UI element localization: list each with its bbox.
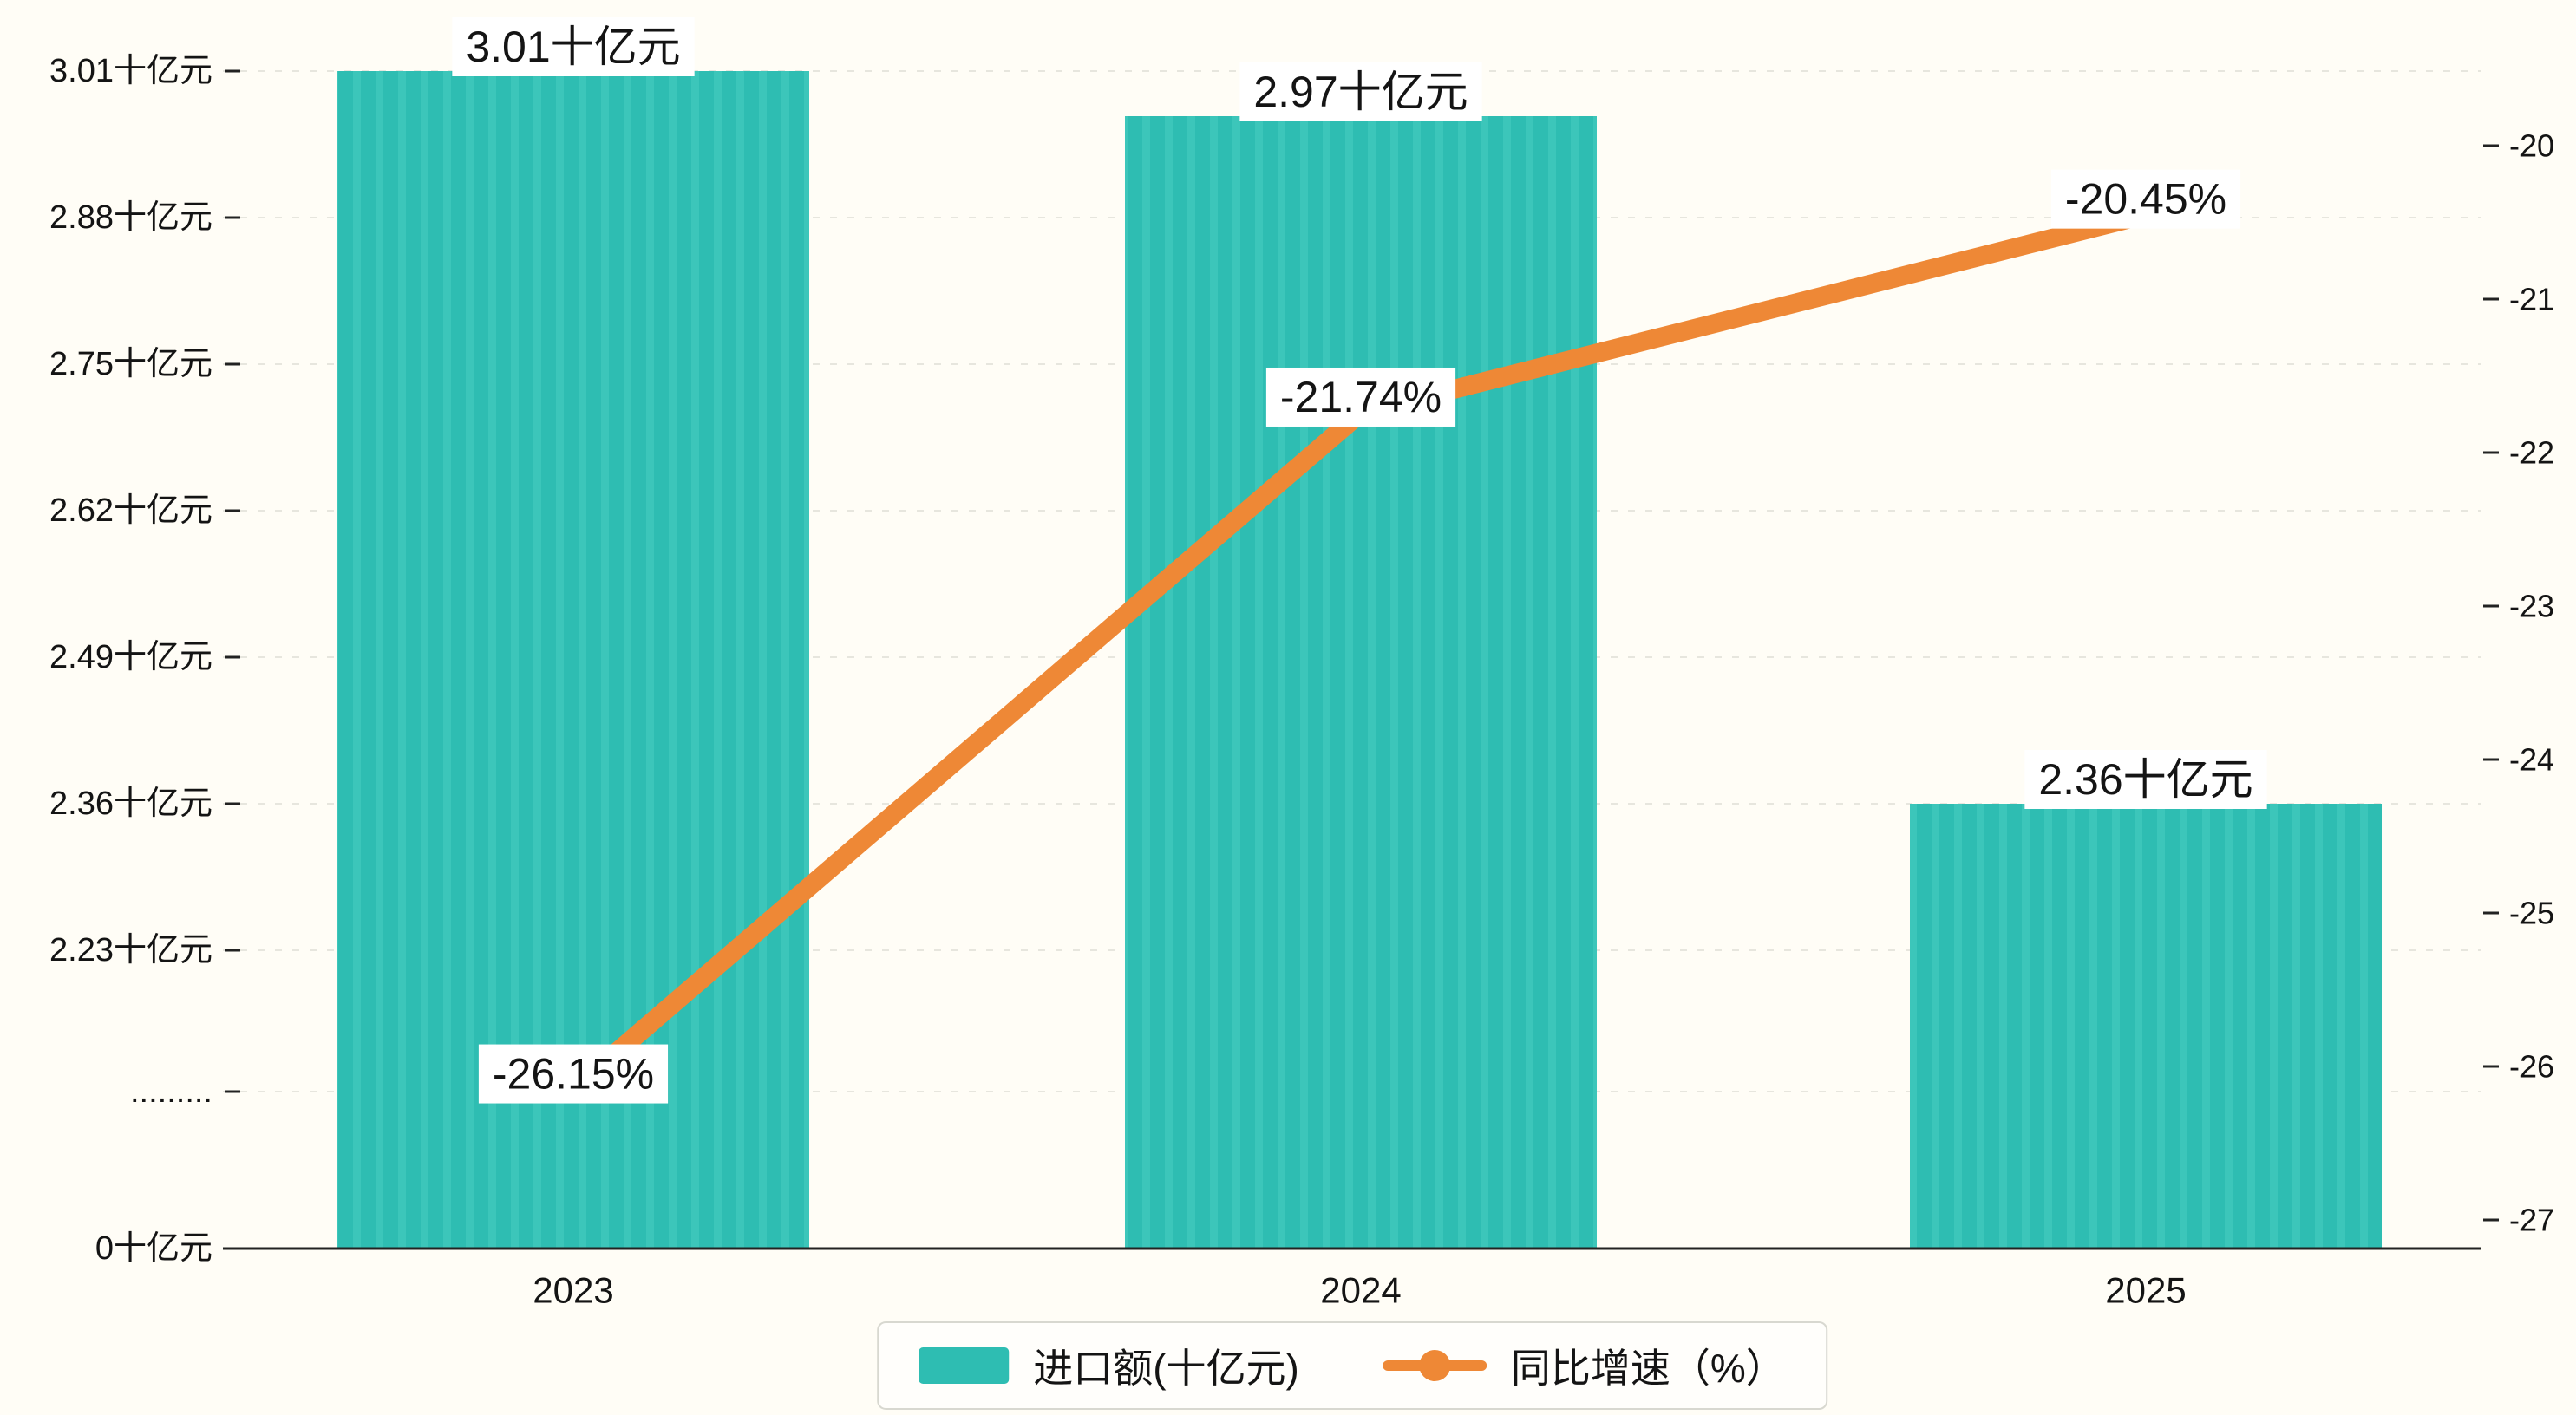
right-axis-tick-label: -21 bbox=[2509, 282, 2554, 317]
bar-value-label: 2.36十亿元 bbox=[2038, 755, 2252, 804]
right-axis-tick-label: -20 bbox=[2509, 128, 2554, 164]
right-axis-tick-label: -26 bbox=[2509, 1049, 2554, 1085]
legend-swatch-bar-icon bbox=[919, 1347, 1010, 1384]
bar-value-label: 3.01十亿元 bbox=[466, 23, 680, 71]
right-axis-tick-label: -27 bbox=[2509, 1203, 2554, 1238]
x-axis-label: 2025 bbox=[2105, 1270, 2186, 1311]
left-axis-tick-label: 0十亿元 bbox=[95, 1230, 212, 1267]
legend-line-dot-icon bbox=[1382, 1347, 1487, 1384]
left-axis-tick-label: 2.49十亿元 bbox=[49, 639, 212, 675]
line-value-label: -20.45% bbox=[2065, 175, 2226, 224]
right-axis-tick-label: -23 bbox=[2509, 589, 2554, 624]
line-value-label-bg bbox=[1265, 367, 1456, 427]
right-axis-tick-label: -24 bbox=[2509, 742, 2554, 778]
left-axis-tick-label: 2.36十亿元 bbox=[49, 786, 212, 822]
legend-item-imports[interactable]: 进口额(十亿元) bbox=[919, 1337, 1299, 1394]
bar-value-label: 2.97十亿元 bbox=[1253, 68, 1468, 116]
left-axis-tick-label: 2.23十亿元 bbox=[49, 932, 212, 968]
line-value-label: -21.74% bbox=[1280, 373, 1442, 421]
bar-value-label-bg bbox=[1239, 62, 1482, 121]
bar-value-label-bg bbox=[452, 17, 695, 76]
legend-item-growth[interactable]: 同比增速（%） bbox=[1382, 1337, 1786, 1394]
left-axis-tick-label: 2.62十亿元 bbox=[49, 492, 212, 529]
x-axis-label: 2023 bbox=[533, 1270, 613, 1311]
left-axis-tick-label: ......... bbox=[130, 1073, 212, 1110]
bar-value-label-bg bbox=[2024, 750, 2267, 809]
left-axis-tick-label: 2.88十亿元 bbox=[49, 199, 212, 236]
bar-2024 bbox=[1125, 116, 1597, 1249]
line-value-label-bg bbox=[2050, 169, 2241, 229]
left-axis-tick-label: 2.75十亿元 bbox=[49, 346, 212, 382]
line-value-label-bg bbox=[478, 1044, 669, 1104]
legend-label-growth: 同比增速（%） bbox=[1510, 1346, 1786, 1391]
left-axis-tick-label: 3.01十亿元 bbox=[49, 53, 212, 89]
bar-2025 bbox=[1910, 804, 2382, 1249]
line-value-label: -26.15% bbox=[493, 1050, 654, 1099]
legend-label-imports: 进口额(十亿元) bbox=[1033, 1346, 1299, 1391]
right-axis-tick-label: -22 bbox=[2509, 435, 2554, 471]
x-axis-label: 2024 bbox=[1320, 1270, 1401, 1311]
legend: 进口额(十亿元) 同比增速（%） bbox=[877, 1321, 1827, 1410]
right-axis-tick-label: -25 bbox=[2509, 896, 2554, 931]
